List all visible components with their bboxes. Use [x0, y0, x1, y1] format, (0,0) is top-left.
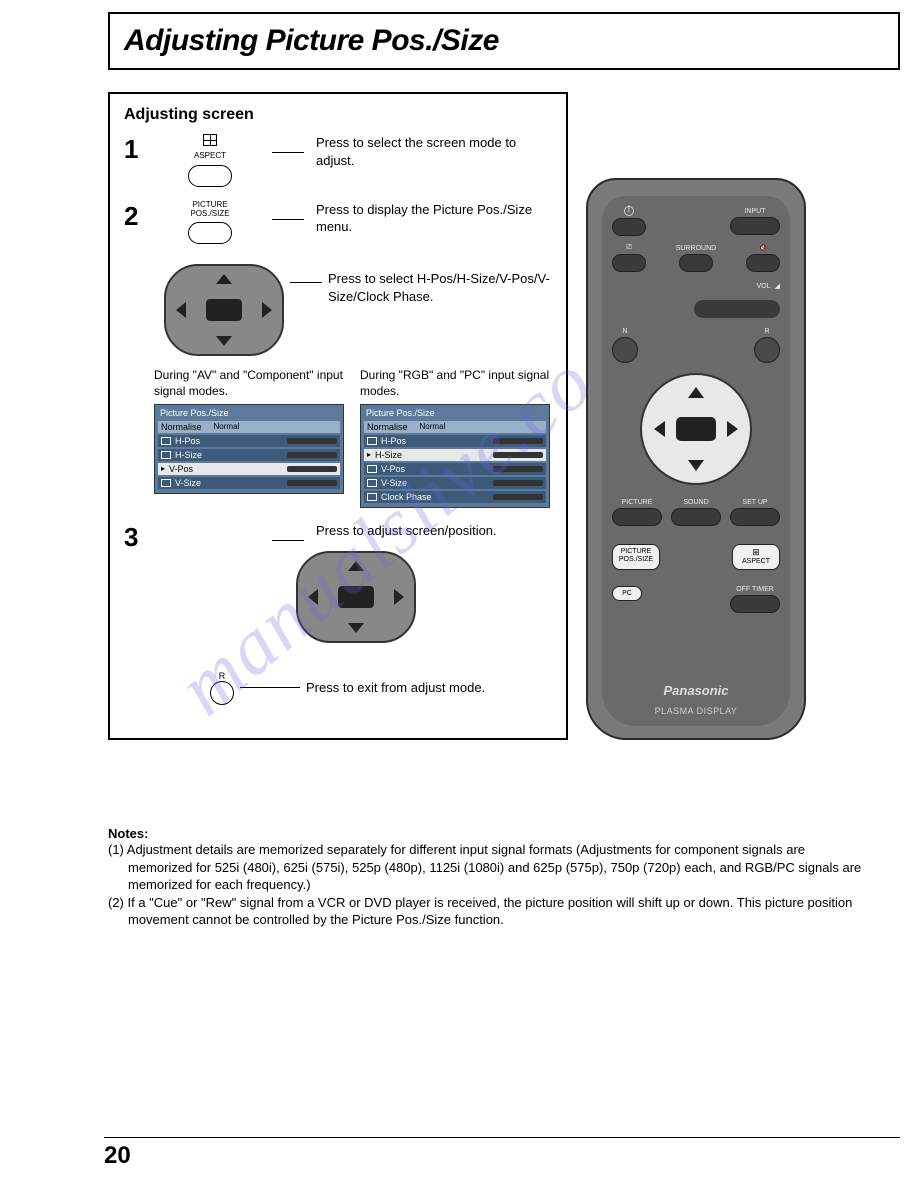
- mode-rgb-col: During "RGB" and "PC" input signal modes…: [360, 368, 550, 507]
- step-1-number: 1: [124, 134, 148, 165]
- section-heading: Adjusting screen: [124, 106, 552, 124]
- pc-button: PC: [612, 586, 642, 602]
- mode-columns: During "AV" and "Component" input signal…: [154, 368, 552, 507]
- r-button-label: R: [210, 671, 234, 681]
- off-timer-button: [730, 595, 780, 613]
- aspect-remote-button: ⊞ASPECT: [732, 544, 780, 570]
- notes-heading: Notes:: [108, 826, 868, 841]
- note-item-1: (1) Adjustment details are memorized sep…: [108, 841, 868, 894]
- brand-label: Panasonic: [612, 683, 780, 698]
- osd-row: V-Pos: [364, 463, 546, 475]
- r-button-icon: [210, 681, 234, 705]
- pic-pos-button-icon: [188, 222, 232, 244]
- remote-column: INPUT ⎚ SURROUND 🔇 VOL ◢ N R: [586, 92, 816, 740]
- off-timer-label: OFF TIMER: [736, 586, 774, 593]
- leader-line: [290, 282, 322, 283]
- dpad-diagram-1: [164, 264, 284, 356]
- osd-rgb: Picture Pos./Size NormaliseNormal H-Pos …: [360, 404, 550, 508]
- remote-diagram: INPUT ⎚ SURROUND 🔇 VOL ◢ N R: [586, 178, 806, 740]
- aspect-button-icon: [188, 165, 232, 187]
- mode-av-col: During "AV" and "Component" input signal…: [154, 368, 344, 507]
- osd-row: H-Size: [158, 449, 340, 461]
- setup-button: [730, 508, 780, 526]
- step-3-text-b: Press to exit from adjust mode.: [306, 679, 552, 697]
- osd-row: NormaliseNormal: [364, 421, 546, 433]
- picture-button: [612, 508, 662, 526]
- notes-section: Notes: (1) Adjustment details are memori…: [108, 826, 868, 929]
- osd-row: H-Pos: [364, 435, 546, 447]
- remote-button: [612, 254, 646, 272]
- step-2-number: 2: [124, 201, 148, 232]
- surround-button: [679, 254, 713, 272]
- page-footer: 20: [104, 1137, 900, 1170]
- step-3-number: 3: [124, 522, 148, 553]
- pic-pos-button-label: PICTURE POS./SIZE: [160, 201, 260, 219]
- osd-row: H-Pos: [158, 435, 340, 447]
- step-1-text: Press to select the screen mode to adjus…: [316, 134, 552, 169]
- osd-row-selected: ▸H-Size: [364, 449, 546, 461]
- page-title: Adjusting Picture Pos./Size: [124, 24, 884, 58]
- aspect-button-label: ASPECT: [160, 152, 260, 161]
- r-label: R: [764, 328, 769, 335]
- step-2-text-a: Press to display the Picture Pos./Size m…: [316, 201, 552, 236]
- osd-av: Picture Pos./Size NormaliseNormal H-Pos …: [154, 404, 344, 494]
- n-label: N: [622, 328, 627, 335]
- vol-label: VOL: [757, 283, 771, 290]
- sound-button: [671, 508, 721, 526]
- aspect-grid-icon: [203, 134, 217, 146]
- mode-rgb-caption: During "RGB" and "PC" input signal modes…: [360, 368, 550, 399]
- page-number: 20: [104, 1142, 900, 1170]
- step-1: 1 ASPECT Press to select the screen mode…: [124, 134, 552, 187]
- sound-label: SOUND: [683, 499, 708, 506]
- mode-av-caption: During "AV" and "Component" input signal…: [154, 368, 344, 399]
- n-button: [612, 337, 638, 363]
- step-2-text-b: Press to select H-Pos/H-Size/V-Pos/V-Siz…: [328, 270, 552, 305]
- dpad-remote: [640, 373, 752, 485]
- osd-row: Clock Phase: [364, 491, 546, 503]
- dpad-diagram-2: [296, 551, 416, 643]
- step-2: 2 PICTURE POS./SIZE Press to display the…: [124, 201, 552, 245]
- step-3: 3 Press to adjust screen/position.: [124, 522, 552, 553]
- input-label: INPUT: [745, 208, 766, 215]
- osd-row: NormaliseNormal: [158, 421, 340, 433]
- osd-rgb-title: Picture Pos./Size: [364, 407, 546, 419]
- sub-brand-label: PLASMA DISPLAY: [612, 706, 780, 716]
- note-item-2: (2) If a "Cue" or "Rew" signal from a VC…: [108, 894, 868, 929]
- setup-label: SET UP: [742, 499, 767, 506]
- osd-row: V-Size: [158, 477, 340, 489]
- leader-line: [272, 152, 304, 153]
- content-row: Adjusting screen 1 ASPECT Press to selec…: [108, 92, 900, 740]
- picture-label: PICTURE: [622, 499, 653, 506]
- power-icon: [624, 206, 634, 216]
- osd-row: V-Size: [364, 477, 546, 489]
- page-title-box: Adjusting Picture Pos./Size: [108, 12, 900, 70]
- surround-label: SURROUND: [676, 245, 716, 252]
- leader-line: [240, 687, 300, 688]
- mute-button: [746, 254, 780, 272]
- leader-line: [272, 540, 304, 541]
- step-3-text-a: Press to adjust screen/position.: [316, 522, 552, 540]
- leader-line: [272, 219, 304, 220]
- pic-pos-size-button: PICTURE POS./SIZE: [612, 544, 660, 570]
- input-button: [730, 217, 780, 235]
- r-button: [754, 337, 780, 363]
- power-button: [612, 218, 646, 236]
- volume-bar: [694, 300, 780, 318]
- instructions-panel: Adjusting screen 1 ASPECT Press to selec…: [108, 92, 568, 740]
- osd-row-selected: ▸V-Pos: [158, 463, 340, 475]
- osd-av-title: Picture Pos./Size: [158, 407, 340, 419]
